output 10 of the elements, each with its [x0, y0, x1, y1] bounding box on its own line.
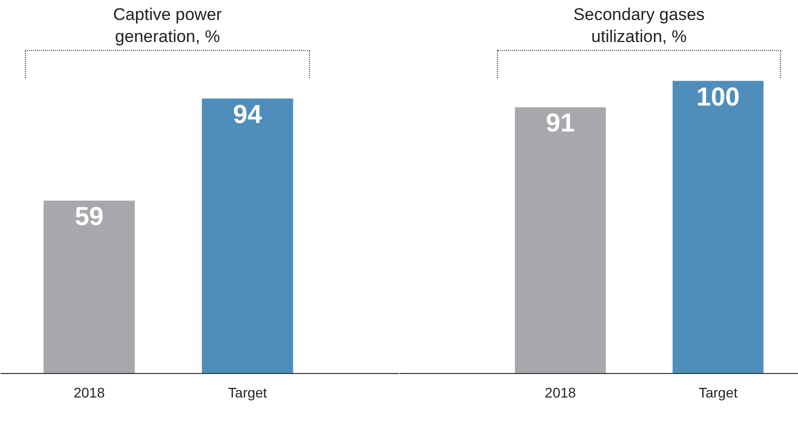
- data-label: 94: [233, 98, 262, 129]
- chart-title: Captive power generation, %: [113, 4, 222, 48]
- data-label: 100: [696, 81, 740, 112]
- data-label: 59: [74, 201, 104, 232]
- x-tick-label: 2018: [74, 384, 105, 400]
- x-tick-label: Target: [228, 384, 268, 400]
- chart-title: Secondary gases utilization, %: [573, 4, 705, 48]
- data-label: 91: [546, 108, 575, 138]
- x-tick-label: 2018: [544, 384, 576, 400]
- x-tick-label: Target: [698, 384, 738, 400]
